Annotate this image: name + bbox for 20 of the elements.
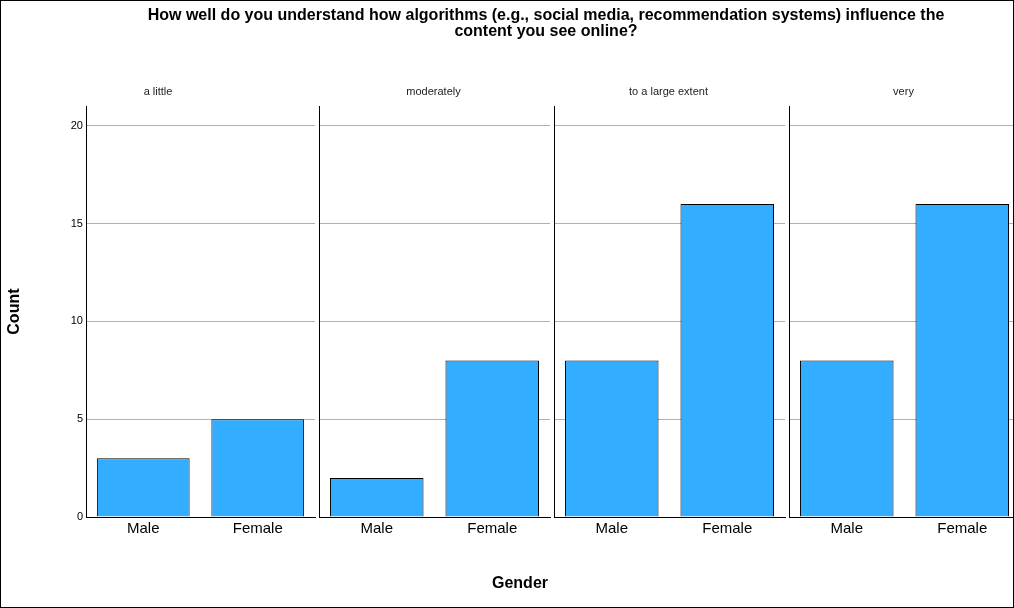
text: How well do you understand how algorithms (e.g., social media, recommendation systems) influence the content you see online? — [146, 6, 946, 39]
y-tick-label: 5 — [76, 412, 83, 425]
y-tick-label: 15 — [70, 216, 83, 229]
chart-subtitle: very — [893, 84, 915, 97]
x-tick-label: Male — [595, 519, 629, 537]
x-tick-label: Male — [126, 519, 160, 537]
y-axis-title: Count — [5, 287, 23, 335]
x-axis-title: Gender — [491, 574, 548, 592]
x-tick-label: Female — [702, 519, 753, 537]
x-tick-label: Female — [232, 519, 283, 537]
y-tick-label: 10 — [70, 314, 83, 327]
y-tick-label: 0 — [76, 510, 83, 523]
chart-subtitle: to a large extent — [629, 84, 708, 97]
x-tick-label: Female — [467, 519, 518, 537]
chart-subtitle: moderately — [406, 84, 462, 97]
chart-subtitle: a little — [143, 84, 173, 97]
y-tick-label: 20 — [70, 118, 83, 131]
x-tick-label: Male — [830, 519, 864, 537]
x-tick-label: Female — [937, 519, 988, 537]
x-tick-label: Male — [360, 519, 394, 537]
